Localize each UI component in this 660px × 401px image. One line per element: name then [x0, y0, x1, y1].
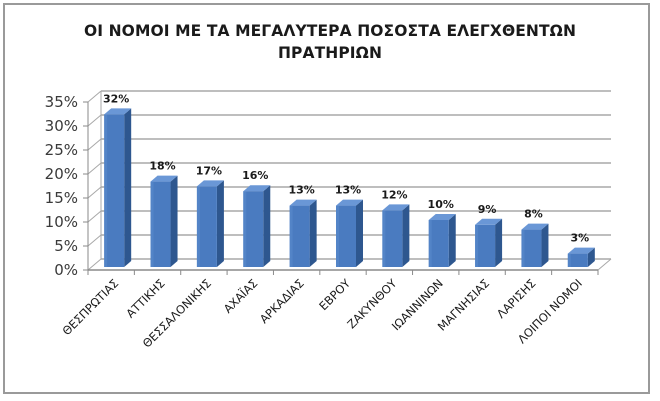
bar: 3%: [567, 232, 595, 267]
bar: 9%: [475, 203, 503, 267]
data-label: 9%: [478, 203, 497, 216]
x-category-label: ΑΤΤΙΚΗΣ: [123, 276, 167, 320]
y-tick-label: 0%: [54, 261, 78, 279]
x-axis: [87, 269, 599, 275]
y-tick-label: 5%: [54, 237, 78, 255]
y-tick-label: 10%: [45, 213, 78, 231]
x-category-label: ΑΡΚΑΔΙΑΣ: [257, 276, 307, 326]
bar: 16%: [242, 169, 271, 267]
bar: 17%: [196, 164, 224, 267]
data-label: 17%: [196, 164, 222, 177]
bar: 13%: [335, 184, 363, 267]
data-label: 12%: [381, 188, 407, 201]
x-category-label: ΛΑΡΙΣΗΣ: [494, 276, 539, 321]
x-category-label: ΑΧΑΪΑΣ: [220, 276, 260, 316]
bar: 12%: [381, 188, 410, 267]
y-axis-tick-labels: 0% 5% 10% 15% 20% 25% 30% 35%: [45, 93, 78, 279]
data-label: 13%: [335, 184, 361, 197]
x-category-label: ΘΕΣΠΡΩΤΙΑΣ: [59, 276, 121, 338]
bar: 10%: [428, 198, 456, 267]
data-label: 8%: [524, 208, 543, 221]
data-label: 13%: [288, 184, 314, 197]
chart-title-line-2: ΠΡΑΤΗΡΙΩΝ: [277, 44, 383, 62]
x-category-label: ΕΒΡΟΥ: [316, 276, 354, 314]
data-label: 16%: [242, 169, 268, 182]
bar: 18%: [149, 160, 178, 267]
bar: 13%: [288, 184, 317, 267]
data-label: 3%: [570, 232, 589, 245]
data-label: 18%: [149, 160, 175, 173]
bar: 8%: [521, 208, 549, 267]
y-tick-label: 30%: [45, 117, 78, 135]
bars: 32% 18% 17% 16% 13% 13% 12% 10% 9% 8% 3%: [103, 92, 595, 268]
y-tick-label: 25%: [45, 141, 78, 159]
bar: 32%: [103, 92, 132, 268]
data-label: 10%: [428, 198, 454, 211]
chart-title-line-1: ΟΙ ΝΟΜΟΙ ΜΕ ΤΑ ΜΕΓΑΛΥΤΕΡΑ ΠΟΣΟΣΤΑ ΕΛΕΓΧΘ…: [83, 22, 577, 40]
data-label: 32%: [103, 92, 129, 105]
y-tick-label: 15%: [45, 189, 78, 207]
y-tick-label: 20%: [45, 165, 78, 183]
y-tick-label: 35%: [45, 93, 78, 111]
chart-title: ΟΙ ΝΟΜΟΙ ΜΕ ΤΑ ΜΕΓΑΛΥΤΕΡΑ ΠΟΣΟΣΤΑ ΕΛΕΓΧΘ…: [0, 20, 660, 64]
